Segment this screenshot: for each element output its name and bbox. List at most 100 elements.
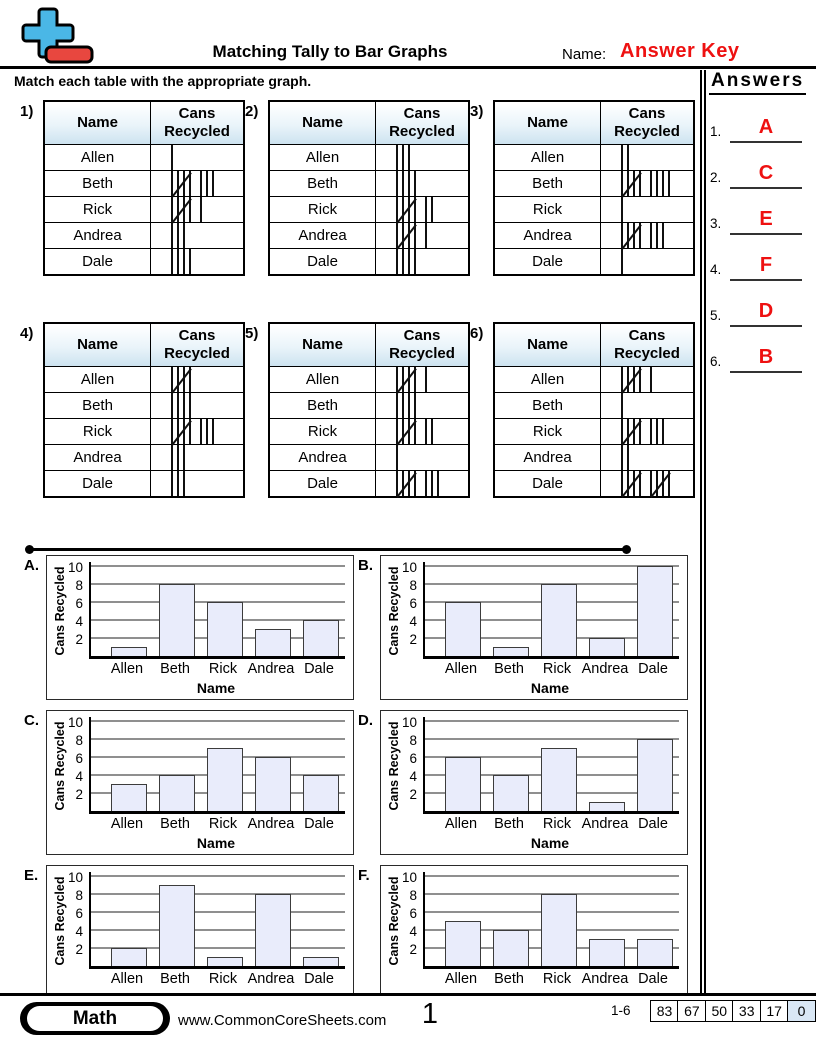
student-name: Allen: [493, 144, 601, 171]
y-tick-label: 6: [409, 750, 417, 766]
bar-rick: [207, 602, 243, 656]
plot-area: 2 4 6 8 10: [402, 870, 679, 969]
y-tick-label: 8: [409, 887, 417, 903]
name-header: Name: [493, 100, 601, 145]
graph-panel: Cans Recycled 2 4 6 8 10 Allen Beth Rick Andrea Da…: [46, 710, 354, 855]
tally-single-icon: [650, 171, 652, 196]
cans-recycled-header: Cans Recycled: [600, 100, 695, 145]
footer: Math www.CommonCoreSheets.com 1 1-6 83 67…: [0, 993, 816, 1056]
bar-graph-c: C. Cans Recycled 2 4 6 8 10 Allen Beth Rick Andrea…: [24, 710, 358, 858]
bar-rick: [541, 748, 577, 811]
tally-marks: [151, 471, 243, 496]
bar-beth: [159, 584, 195, 656]
tally-cell: [600, 418, 695, 445]
tally-table-group-1: 1) Name Cans Recycled Allen Beth Rick Andrea Da…: [20, 100, 245, 276]
bar-dale: [303, 957, 339, 966]
student-name: Dale: [493, 470, 601, 498]
y-tick-label: 4: [75, 923, 83, 939]
bar-rick: [541, 894, 577, 966]
x-tick-labels: Allen Beth Rick Andrea Dale: [423, 661, 677, 677]
y-tick-label: 6: [75, 905, 83, 921]
name-header: Name: [43, 322, 151, 367]
tally-group-of-five-icon: [171, 171, 191, 196]
table-row: Rick: [268, 196, 470, 223]
tally-cell: [150, 196, 245, 223]
graph-letter: C.: [24, 712, 39, 729]
x-tick-label: Andrea: [247, 661, 295, 677]
table-row: Beth: [493, 392, 695, 419]
tally-marks: [601, 367, 693, 392]
y-axis-label: Cans Recycled: [53, 721, 67, 811]
student-name: Andrea: [268, 222, 376, 249]
graph-letter: A.: [24, 557, 39, 574]
tally-table-group-2: 2) Name Cans Recycled Allen Beth Rick Andrea Da…: [245, 100, 470, 276]
bar-allen: [445, 602, 481, 656]
table-row: Dale: [43, 470, 245, 498]
tally-marks: [151, 367, 243, 392]
gridline: [91, 911, 345, 913]
x-tick-labels: Allen Beth Rick Andrea Dale: [423, 816, 677, 832]
tally-single-icon: [621, 249, 623, 274]
x-axis-label: Name: [89, 990, 343, 993]
tally-marks: [601, 223, 693, 248]
student-name: Allen: [268, 366, 376, 393]
answer-item-5: 5. D: [708, 287, 808, 327]
table-row: Dale: [268, 248, 470, 276]
student-name: Andrea: [493, 222, 601, 249]
tally-single-icon: [437, 471, 439, 496]
tally-single-icon: [431, 419, 433, 444]
bar-graph-e: E. Cans Recycled 2 4 6 8 10 Allen Beth Rick Andrea…: [24, 865, 358, 993]
y-tick-label: 8: [75, 732, 83, 748]
tally-single-icon: [189, 393, 191, 418]
score-box: 67: [677, 1000, 707, 1022]
student-name: Beth: [493, 392, 601, 419]
tally-cell: [600, 366, 695, 393]
tally-single-icon: [627, 145, 629, 170]
table-row: Allen: [268, 366, 470, 393]
tally-cell: [600, 144, 695, 171]
bar-dale: [303, 620, 339, 656]
tally-single-icon: [408, 249, 410, 274]
table-row: Andrea: [268, 444, 470, 471]
tally-single-icon: [431, 197, 433, 222]
x-tick-label: Dale: [638, 971, 668, 987]
tally-cell: [600, 170, 695, 197]
score-box: 33: [732, 1000, 762, 1022]
score-box: 0: [787, 1000, 816, 1022]
bar-graph-b: B. Cans Recycled 2 4 6 8 10 Allen Beth Rick Andrea…: [358, 555, 692, 703]
tally-marks: [376, 249, 468, 274]
tally-marks: [151, 171, 243, 196]
tally-single-icon: [212, 419, 214, 444]
tally-single-icon: [662, 223, 664, 248]
tally-marks: [601, 171, 693, 196]
plot-area: 2 4 6 8 10: [68, 870, 345, 969]
y-tick-label: 2: [409, 786, 417, 802]
answer-number: 3.: [710, 216, 722, 231]
tally-single-icon: [189, 249, 191, 274]
plot-area: 2 4 6 8 10: [68, 560, 345, 659]
bar-beth: [493, 930, 529, 966]
y-axis-label: Cans Recycled: [53, 876, 67, 966]
tally-marks: [376, 145, 468, 170]
y-tick-label: 8: [409, 732, 417, 748]
cans-recycled-header: Cans Recycled: [375, 100, 470, 145]
tally-single-icon: [177, 471, 179, 496]
tally-marks: [601, 249, 693, 274]
tally-cell: [375, 222, 470, 249]
tally-single-icon: [396, 171, 398, 196]
bar-andrea: [589, 939, 625, 966]
student-name: Andrea: [43, 444, 151, 471]
gridline: [91, 601, 345, 603]
answer-number: 4.: [710, 262, 722, 277]
tally-marks: [376, 393, 468, 418]
x-tick-label: Rick: [208, 661, 238, 677]
tally-single-icon: [183, 445, 185, 470]
tally-tables-row-1: 1) Name Cans Recycled Allen Beth Rick Andrea Da…: [20, 100, 695, 276]
bar-allen: [111, 647, 147, 656]
y-axis-label: Cans Recycled: [387, 721, 401, 811]
tally-single-icon: [183, 223, 185, 248]
tally-table-group-5: 5) Name Cans Recycled Allen Beth Rick Andrea Da…: [245, 322, 470, 498]
x-tick-label: Beth: [494, 661, 524, 677]
tally-single-icon: [431, 471, 433, 496]
